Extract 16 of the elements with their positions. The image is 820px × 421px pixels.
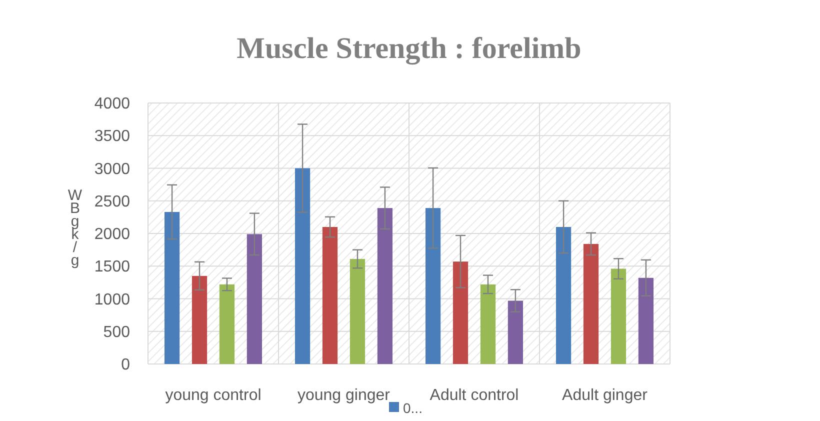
x-tick-label: young control [165, 387, 262, 404]
y-tick-label: 3000 [94, 160, 130, 178]
x-tick-label: young ginger [297, 387, 391, 404]
y-tick-label: 4000 [94, 96, 130, 113]
y-axis-title: WBgk/g [68, 187, 83, 269]
y-tick-label: 500 [103, 324, 130, 341]
x-tick-label: Adult ginger [562, 387, 648, 404]
x-tick-label: Adult control [430, 387, 519, 404]
y-tick-label: 0 [121, 356, 130, 374]
chart-title: Muscle Strength : forelimb [236, 32, 582, 65]
y-tick-label: 2500 [94, 193, 130, 210]
legend-label: 0... [403, 400, 422, 416]
y-tick-label: 2000 [94, 226, 130, 244]
y-tick-label: 1500 [94, 258, 130, 276]
y-tick-label: 1000 [94, 291, 130, 308]
y-tick-label: 3500 [94, 128, 130, 146]
